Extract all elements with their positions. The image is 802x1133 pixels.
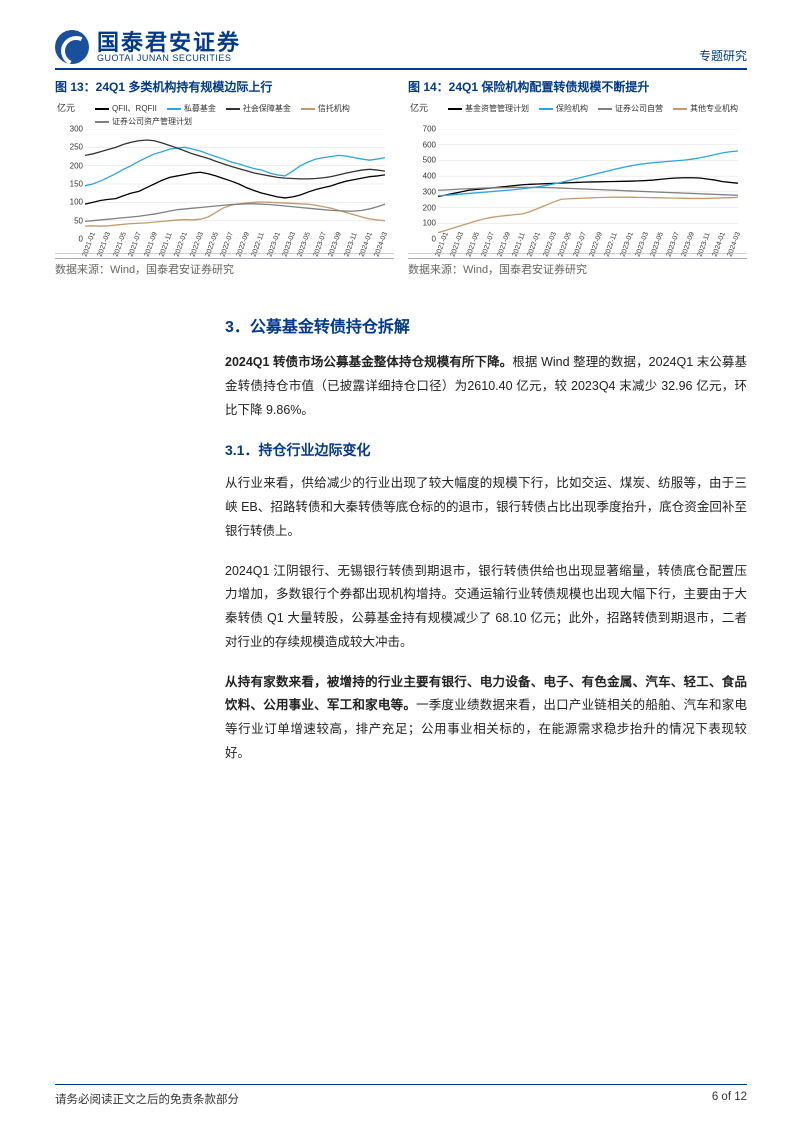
paragraph-3: 2024Q1 江阴银行、无锡银行转债到期退市，银行转债供给也出现显著缩量，转债底… bbox=[225, 560, 747, 655]
chart-14: 图 14：24Q1 保险机构配置转债规模不断提升 亿元 基金资管管理计划保险机构… bbox=[408, 78, 747, 277]
chart-14-source: 数据来源：Wind，国泰君安证券研究 bbox=[408, 258, 747, 277]
chart-13-ylabel: 亿元 bbox=[57, 101, 75, 114]
logo-icon bbox=[55, 30, 89, 64]
chart-14-title: 图 14：24Q1 保险机构配置转债规模不断提升 bbox=[408, 78, 747, 95]
legend-item: 信托机构 bbox=[301, 103, 350, 114]
chart-13-plot: 亿元 QFII、RQFII私募基金社会保障基金信托机构证券公司资产管理计划 05… bbox=[55, 99, 394, 254]
page-header: 国泰君安证券 GUOTAI JUNAN SECURITIES 专题研究 bbox=[55, 30, 747, 70]
chart-14-plot: 亿元 基金资管管理计划保险机构证券公司自营其他专业机构 010020030040… bbox=[408, 99, 747, 254]
page-footer: 请务必阅读正文之后的免责条款部分 6 of 12 bbox=[55, 1084, 747, 1107]
paragraph-1-bold: 2024Q1 转债市场公募基金整体持仓规模有所下降。 bbox=[225, 355, 512, 369]
chart-13-source: 数据来源：Wind，国泰君安证券研究 bbox=[55, 258, 394, 277]
legend-item: 私募基金 bbox=[167, 103, 216, 114]
legend-item: 其他专业机构 bbox=[673, 103, 738, 114]
paragraph-2: 从行业来看，供给减少的行业出现了较大幅度的规模下行，比如交运、煤炭、纺服等，由于… bbox=[225, 472, 747, 543]
paragraph-4: 从持有家数来看，被增持的行业主要有银行、电力设备、电子、有色金属、汽车、轻工、食… bbox=[225, 671, 747, 766]
legend-item: 证券公司自营 bbox=[598, 103, 663, 114]
legend-item: QFII、RQFII bbox=[95, 103, 157, 114]
legend-item: 基金资管管理计划 bbox=[448, 103, 529, 114]
body-content: 3．公募基金转债持仓拆解 2024Q1 转债市场公募基金整体持仓规模有所下降。根… bbox=[225, 313, 747, 766]
legend-item: 证券公司资产管理计划 bbox=[95, 116, 192, 127]
charts-row: 图 13：24Q1 多类机构持有规模边际上行 亿元 QFII、RQFII 私募基金… bbox=[55, 78, 747, 277]
chart-13-title: 图 13：24Q1 多类机构持有规模边际上行 bbox=[55, 78, 394, 95]
chart-13: 图 13：24Q1 多类机构持有规模边际上行 亿元 QFII、RQFII 私募基金… bbox=[55, 78, 394, 277]
header-category: 专题研究 bbox=[699, 47, 747, 64]
legend-item: 保险机构 bbox=[539, 103, 588, 114]
footer-disclaimer: 请务必阅读正文之后的免责条款部分 bbox=[55, 1091, 239, 1107]
section-heading-3: 3．公募基金转债持仓拆解 bbox=[225, 313, 747, 337]
logo: 国泰君安证券 GUOTAI JUNAN SECURITIES bbox=[55, 30, 241, 64]
chart-13-legend: QFII、RQFII 私募基金社会保障基金信托机构证券公司资产管理计划 bbox=[59, 103, 392, 127]
legend-item: 社会保障基金 bbox=[226, 103, 291, 114]
chart-14-ylabel: 亿元 bbox=[410, 101, 428, 114]
paragraph-1: 2024Q1 转债市场公募基金整体持仓规模有所下降。根据 Wind 整理的数据，… bbox=[225, 351, 747, 422]
section-heading-3-1: 3.1．持仓行业边际变化 bbox=[225, 440, 747, 460]
chart-14-legend: 基金资管管理计划保险机构证券公司自营其他专业机构 bbox=[412, 103, 745, 114]
logo-cn: 国泰君安证券 bbox=[97, 32, 241, 54]
logo-en: GUOTAI JUNAN SECURITIES bbox=[97, 54, 241, 63]
footer-page-number: 6 of 12 bbox=[712, 1091, 747, 1107]
